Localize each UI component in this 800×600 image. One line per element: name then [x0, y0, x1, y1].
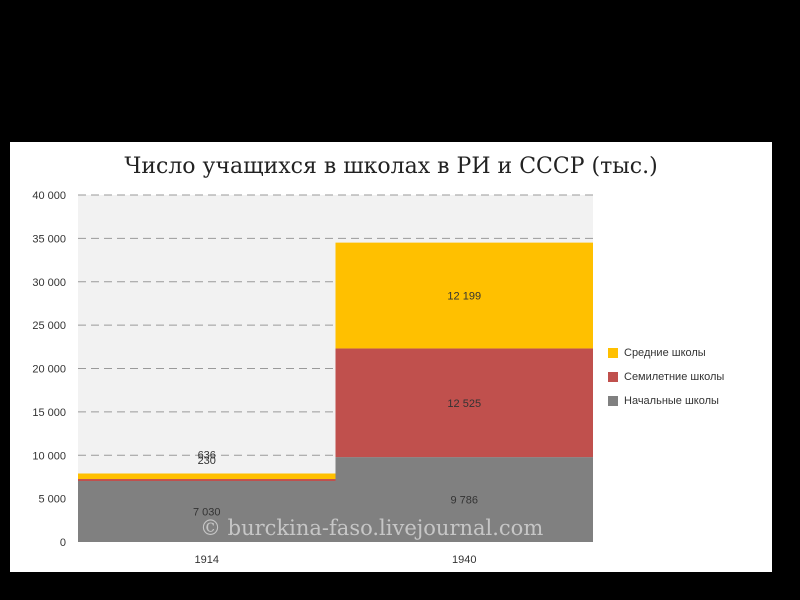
- data-label: 12 525: [447, 398, 481, 410]
- y-tick-label: 40 000: [32, 190, 66, 202]
- bar-segment: [335, 348, 593, 458]
- chart-canvas: 0 5 000 10 000 15 000 20 000 25 000 30 000 35 0…: [32, 190, 593, 566]
- y-tick-label: 35 000: [32, 233, 66, 245]
- data-label: 230: [198, 455, 216, 467]
- bar-segment: [78, 473, 336, 480]
- legend-label: Начальные школы: [624, 395, 719, 407]
- bar-segment: [335, 457, 593, 542]
- watermark-text: © burckina-faso.livejournal.com: [200, 516, 544, 540]
- y-tick-label: 30 000: [32, 277, 66, 289]
- data-label: 9 786: [450, 495, 478, 507]
- legend-swatch: [608, 372, 618, 382]
- bar-segment: [78, 481, 336, 542]
- legend-label: Средние школы: [624, 347, 706, 359]
- data-label: 636: [198, 449, 216, 461]
- y-tick-label: 10 000: [32, 450, 66, 462]
- x-tick-label: 1940: [452, 554, 476, 566]
- data-label: 7 030: [193, 507, 221, 519]
- bar-segment: [78, 479, 336, 482]
- y-tick-label: 25 000: [32, 320, 66, 332]
- data-label: 12 199: [447, 291, 481, 303]
- y-tick-label: 15 000: [32, 407, 66, 419]
- bar-segment: [335, 242, 593, 349]
- x-tick-label: 1914: [195, 554, 219, 566]
- legend-swatch: [608, 396, 618, 406]
- legend-label: Семилетние школы: [624, 371, 725, 383]
- legend-swatch: [608, 348, 618, 358]
- chart-panel: Число учащихся в школах в РИ и СССР (тыс…: [10, 142, 772, 572]
- chart-title: Число учащихся в школах в РИ и СССР (тыс…: [124, 154, 658, 179]
- y-tick-label: 20 000: [32, 364, 66, 376]
- y-tick-label: 5 000: [38, 494, 66, 506]
- y-tick-label: 0: [60, 537, 66, 549]
